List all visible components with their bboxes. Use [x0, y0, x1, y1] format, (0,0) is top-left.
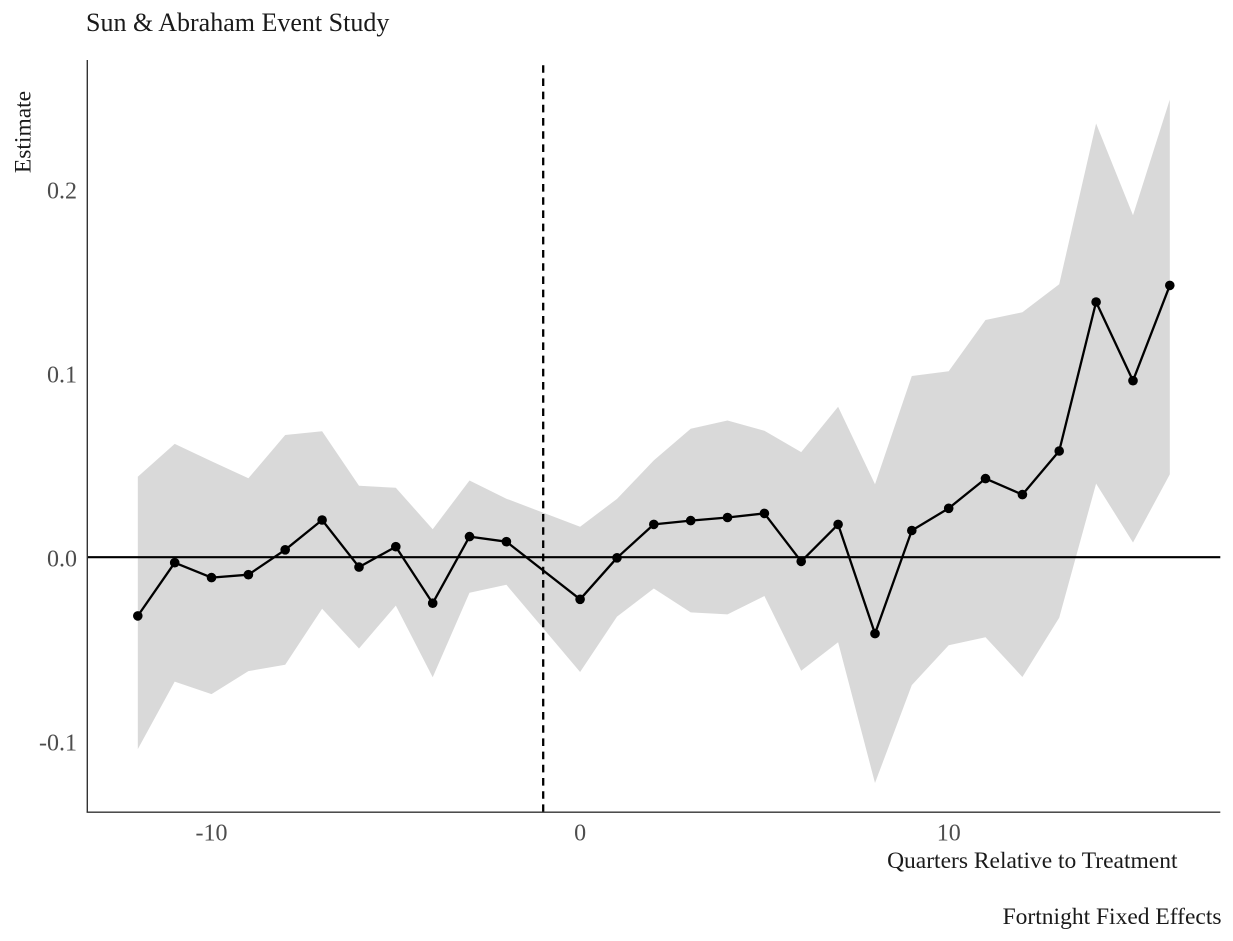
svg-text:10: 10 [937, 821, 961, 847]
svg-text:0.2: 0.2 [47, 179, 77, 205]
svg-text:-0.1: -0.1 [39, 731, 77, 757]
svg-text:Sun & Abraham Event Study: Sun & Abraham Event Study [86, 8, 389, 37]
svg-text:0: 0 [574, 821, 586, 847]
svg-text:Quarters Relative to Treatment: Quarters Relative to Treatment [887, 848, 1178, 874]
svg-text:Fortnight Fixed Effects: Fortnight Fixed Effects [1003, 904, 1222, 930]
svg-text:-10: -10 [196, 821, 228, 847]
svg-text:Estimate: Estimate [11, 91, 37, 173]
svg-text:0.0: 0.0 [47, 547, 77, 573]
svg-text:0.1: 0.1 [47, 363, 77, 389]
